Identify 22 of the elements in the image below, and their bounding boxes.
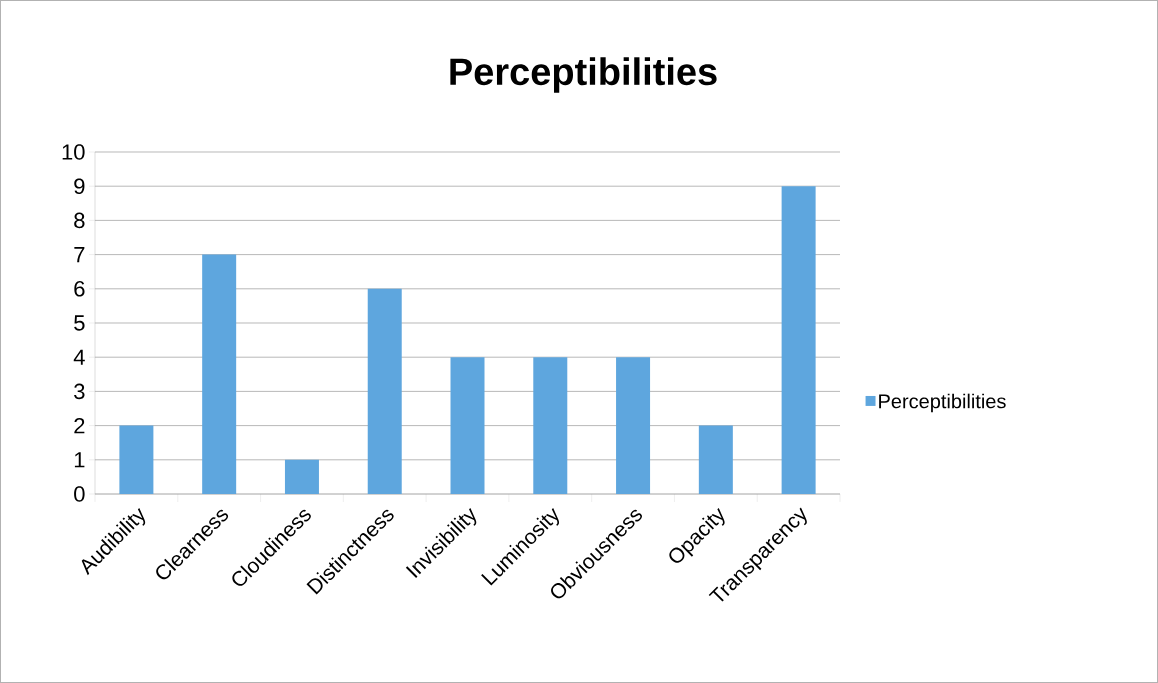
bar: [450, 357, 485, 494]
y-tick-label: 0: [74, 486, 85, 502]
chart-title: Perceptibilities: [450, 57, 717, 93]
bar: [202, 254, 237, 494]
bar: [119, 425, 154, 494]
y-tick-label: 3: [74, 383, 85, 400]
y-tick-label: 6: [74, 281, 85, 297]
y-tick-label: 7: [74, 247, 85, 263]
y-tick-label: 1: [74, 452, 85, 468]
y-tick-label: 2: [74, 417, 85, 434]
bar: [781, 186, 816, 494]
y-tick-label: 4: [73, 349, 85, 365]
y-tick-label: 8: [74, 212, 85, 229]
legend-label: Perceptibilities: [879, 393, 1006, 413]
y-tick-label: 10: [62, 144, 85, 160]
bar: [533, 357, 568, 494]
bar: [367, 288, 402, 494]
bar: [284, 459, 319, 494]
y-tick-label: 9: [74, 178, 85, 194]
bar: [616, 357, 651, 494]
bar: [698, 425, 733, 494]
y-tick-label: 5: [74, 315, 85, 331]
